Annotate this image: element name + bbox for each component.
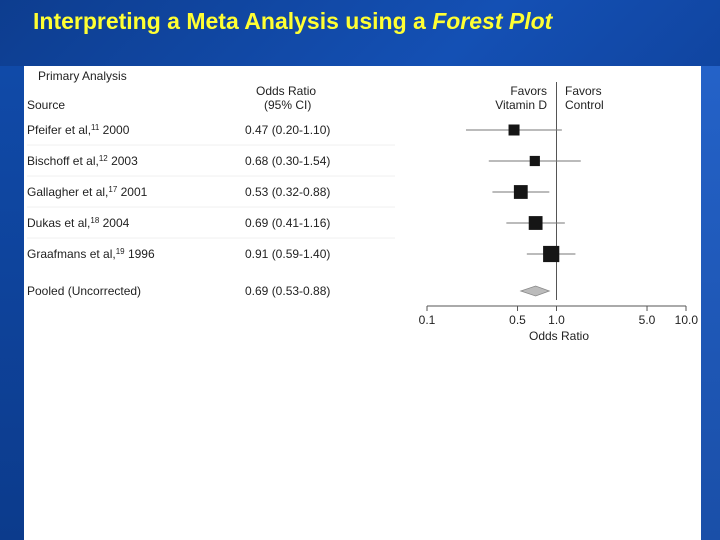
forest-plot-panel (24, 66, 701, 372)
study-label: Graafmans et al,19 1996 (27, 247, 155, 261)
right-background-strip (701, 66, 720, 540)
slide-title-emphasis: Forest Plot (432, 8, 553, 34)
study-square (508, 124, 520, 136)
favors-control-label-line2: Control (565, 98, 604, 112)
study-ci-text: 0.91 (0.59-1.40) (245, 247, 330, 261)
study-ci-text: 0.53 (0.32-0.88) (245, 185, 330, 199)
x-tick-label: 1.0 (548, 313, 565, 327)
blank-slide-area (24, 372, 701, 540)
left-background-strip (0, 66, 24, 540)
ci-column-header: (95% CI) (264, 98, 311, 112)
study-square (528, 216, 543, 230)
study-rows: Pfeifer et al,11 2000 0.47 (0.20-1.10) Bis… (27, 123, 395, 298)
odds-ratio-column-header: Odds Ratio (256, 84, 316, 98)
favors-control-label-line1: Favors (565, 84, 602, 98)
study-square (543, 245, 560, 263)
slide-title-main: Interpreting a Meta Analysis using a (33, 8, 433, 34)
study-label: Pfeifer et al,11 2000 (27, 123, 130, 137)
x-tick-label: 10.0 (675, 313, 699, 327)
study-label: Dukas et al,18 2004 (27, 216, 130, 230)
favors-vitamin-d-label-line2: Vitamin D (495, 98, 547, 112)
study-square (529, 155, 540, 167)
x-axis-ticks: 0.1 0.5 1.0 5.0 10.0 (419, 306, 699, 327)
pooled-ci-text: 0.69 (0.53-0.88) (245, 284, 330, 298)
x-tick-label: 0.1 (419, 313, 436, 327)
study-square (513, 185, 528, 199)
pooled-diamond (519, 285, 551, 297)
study-label: Gallagher et al,17 2001 (27, 185, 148, 199)
favors-vitamin-d-label-line1: Favors (510, 84, 547, 98)
source-column-header: Source (27, 98, 65, 112)
x-tick-label: 0.5 (509, 313, 526, 327)
pooled-label: Pooled (Uncorrected) (27, 284, 141, 298)
study-label: Bischoff et al,12 2003 (27, 154, 138, 168)
x-axis-label: Odds Ratio (529, 329, 589, 343)
study-ci-text: 0.68 (0.30-1.54) (245, 154, 330, 168)
study-ci-text: 0.69 (0.41-1.16) (245, 216, 330, 230)
chart-title: Primary Analysis (38, 69, 127, 83)
x-tick-label: 5.0 (639, 313, 656, 327)
study-marks (465, 124, 581, 297)
study-ci-text: 0.47 (0.20-1.10) (245, 123, 330, 137)
slide-title: Interpreting a Meta Analysis using a For… (33, 8, 552, 35)
